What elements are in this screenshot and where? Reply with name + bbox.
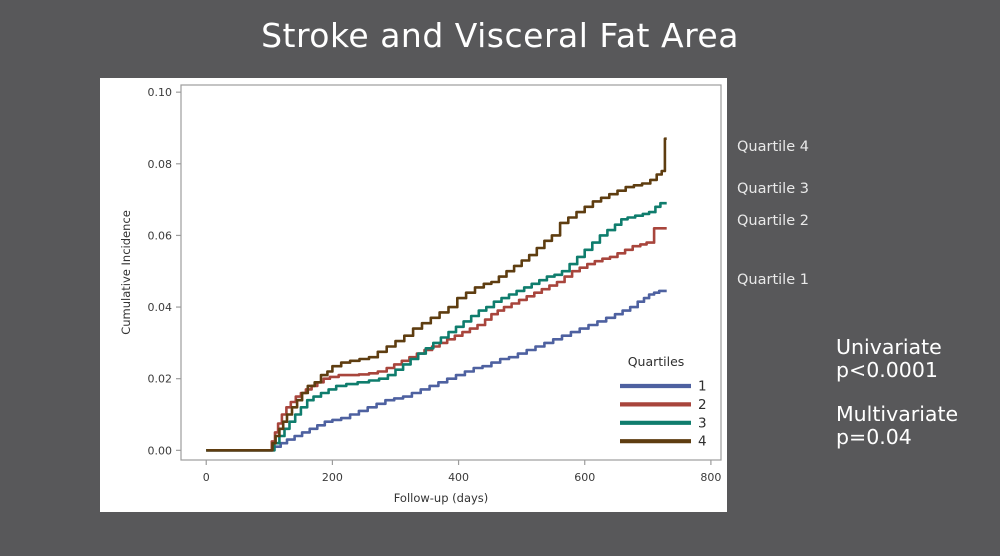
y-axis-tick-label: 0.02 — [148, 373, 173, 386]
plot-frame — [180, 84, 722, 461]
series-curve-quartile-3 — [206, 201, 667, 452]
y-axis-tick-label: 0.08 — [148, 158, 173, 171]
curve-label-quartile-1: Quartile 1 — [737, 272, 809, 288]
legend-label-quartile-2: 2 — [698, 397, 707, 413]
stats-block: Univariate p<0.0001 Multivariate p=0.04 — [836, 336, 958, 470]
legend-label-quartile-4: 4 — [698, 434, 707, 450]
cumulative-incidence-chart: 0 200 400 600 800 0.00 0.02 0.04 0.06 0.08 0.10 Fol… — [119, 84, 722, 505]
x-axis-tick-label: 200 — [322, 471, 343, 484]
curve-label-quartile-2: Quartile 2 — [737, 213, 809, 229]
y-axis-tick-label: 0.06 — [148, 229, 173, 242]
legend-label-quartile-1: 1 — [698, 379, 707, 395]
legend-title: Quartiles — [628, 354, 685, 369]
univariate-pvalue: p<0.0001 — [836, 358, 938, 382]
multivariate-pvalue: p=0.04 — [836, 425, 912, 449]
series-curve-quartile-4 — [206, 137, 667, 452]
legend-label-quartile-3: 3 — [698, 415, 707, 431]
series-curve-quartile-2 — [206, 227, 667, 452]
y-axis-tick-label: 0.10 — [148, 86, 173, 99]
x-axis-tick-label: 800 — [700, 471, 721, 484]
curve-label-quartile-3: Quartile 3 — [737, 181, 809, 197]
multivariate-label: Multivariate — [836, 402, 959, 426]
x-axis-tick-label: 0 — [203, 471, 210, 484]
multivariate-stat: Multivariate p=0.04 — [836, 403, 958, 449]
y-axis-tick-label: 0.04 — [148, 301, 173, 314]
curve-label-quartile-4: Quartile 4 — [737, 139, 809, 155]
y-axis-title: Cumulative Incidence — [119, 210, 133, 335]
x-axis-title: Follow-up (days) — [394, 491, 489, 505]
x-axis-tick-label: 400 — [448, 471, 469, 484]
y-axis-tick-label: 0.00 — [148, 444, 173, 457]
chart-panel: 0 200 400 600 800 0.00 0.02 0.04 0.06 0.08 0.10 Fol… — [100, 78, 727, 512]
univariate-stat: Univariate p<0.0001 — [836, 336, 958, 382]
x-axis-tick-label: 600 — [574, 471, 595, 484]
slide-title: Stroke and Visceral Fat Area — [261, 16, 739, 55]
series-curve-quartile-1 — [206, 289, 667, 452]
univariate-label: Univariate — [836, 335, 942, 359]
